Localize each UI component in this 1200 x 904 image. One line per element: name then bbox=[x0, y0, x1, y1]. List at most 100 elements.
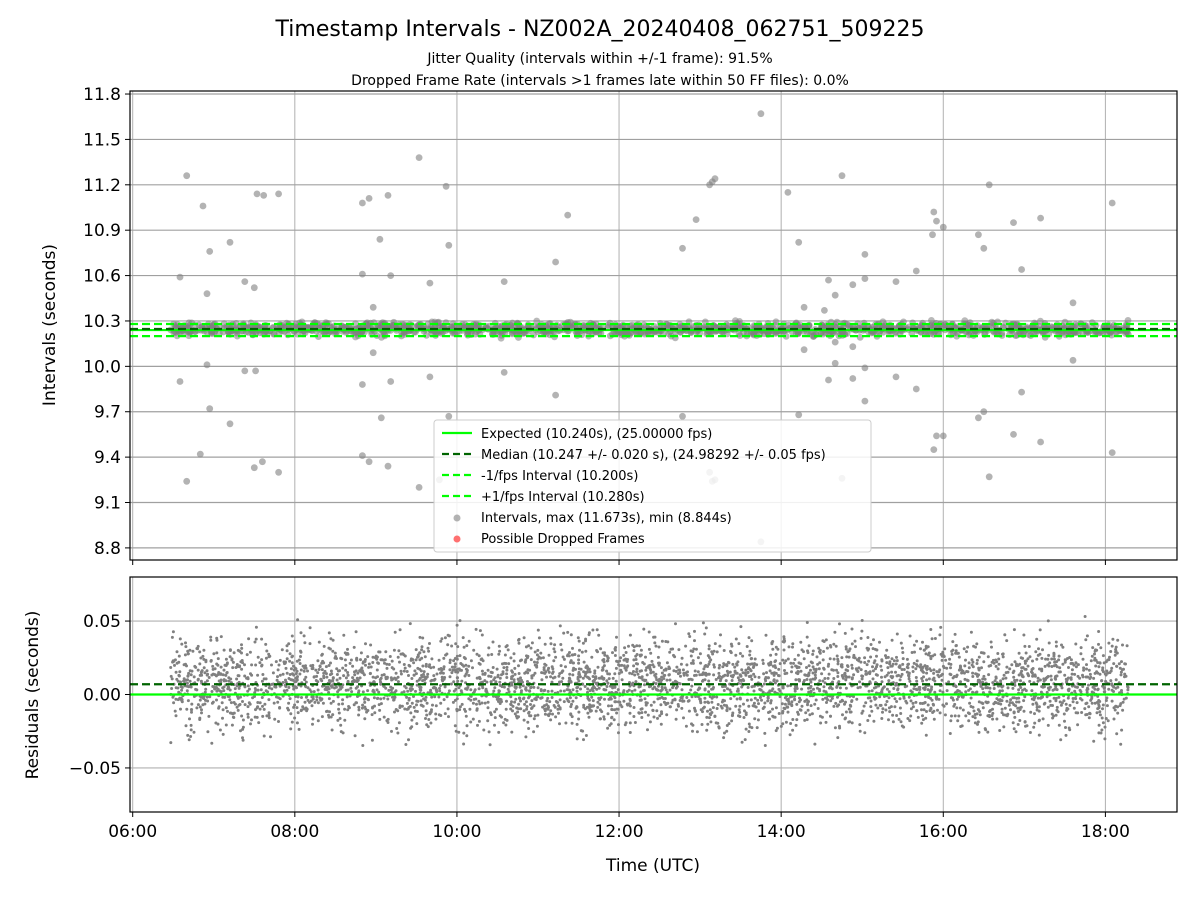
residual-point bbox=[337, 708, 340, 711]
residual-point bbox=[845, 711, 848, 714]
residual-point bbox=[705, 729, 708, 732]
residual-point bbox=[414, 710, 417, 713]
residual-point bbox=[373, 696, 376, 699]
residual-point bbox=[341, 702, 344, 705]
residual-point bbox=[901, 668, 904, 671]
residual-point bbox=[1122, 668, 1125, 671]
residual-point bbox=[566, 631, 569, 634]
y-tick-label: 11.2 bbox=[83, 176, 121, 196]
residual-point bbox=[1038, 705, 1041, 708]
residual-point bbox=[1016, 707, 1019, 710]
residual-point bbox=[1098, 724, 1101, 727]
interval-outlier-point bbox=[712, 175, 719, 182]
residual-point bbox=[786, 684, 789, 687]
residual-point bbox=[624, 723, 627, 726]
residual-point bbox=[588, 699, 591, 702]
residual-point bbox=[668, 651, 671, 654]
residual-point bbox=[393, 711, 396, 714]
residual-point bbox=[527, 644, 530, 647]
residual-point bbox=[530, 699, 533, 702]
residual-point bbox=[256, 716, 259, 719]
interval-outlier-point bbox=[758, 110, 765, 117]
residual-point bbox=[456, 709, 459, 712]
residual-point bbox=[273, 702, 276, 705]
residual-point bbox=[585, 734, 588, 737]
interval-outlier-point bbox=[385, 463, 392, 470]
residual-point bbox=[220, 690, 223, 693]
interval-outlier-point bbox=[359, 381, 366, 388]
residual-point bbox=[627, 645, 630, 648]
residual-point bbox=[850, 700, 853, 703]
interval-outlier-point bbox=[227, 239, 234, 246]
residual-point bbox=[454, 724, 457, 727]
residual-point bbox=[640, 649, 643, 652]
residual-point bbox=[553, 650, 556, 653]
residual-point bbox=[279, 659, 282, 662]
dropped-frame-rate-subtitle: Dropped Frame Rate (intervals >1 frames … bbox=[351, 73, 849, 89]
residual-point bbox=[933, 691, 936, 694]
residual-point bbox=[861, 675, 864, 678]
residual-point bbox=[488, 730, 491, 733]
residual-point bbox=[580, 729, 583, 732]
residual-point bbox=[523, 703, 526, 706]
residual-point bbox=[177, 680, 180, 683]
residual-point bbox=[589, 670, 592, 673]
residual-point bbox=[497, 653, 500, 656]
residual-point bbox=[665, 688, 668, 691]
interval-outlier-point bbox=[893, 374, 900, 381]
residual-point bbox=[344, 658, 347, 661]
residual-point bbox=[706, 665, 709, 668]
residual-point bbox=[789, 733, 792, 736]
residual-point bbox=[237, 709, 240, 712]
residual-point bbox=[545, 699, 548, 702]
residual-point bbox=[699, 662, 702, 665]
residual-point bbox=[403, 690, 406, 693]
residual-point bbox=[864, 670, 867, 673]
residual-point bbox=[939, 689, 942, 692]
residual-point bbox=[752, 665, 755, 668]
residual-point bbox=[519, 700, 522, 703]
residual-point bbox=[870, 700, 873, 703]
residual-point bbox=[1087, 684, 1090, 687]
residual-point bbox=[835, 645, 838, 648]
residual-point bbox=[503, 662, 506, 665]
residual-point bbox=[492, 678, 495, 681]
residual-point bbox=[750, 669, 753, 672]
residual-point bbox=[665, 713, 668, 716]
residual-point bbox=[418, 651, 421, 654]
residual-point bbox=[1094, 702, 1097, 705]
residual-point bbox=[746, 663, 749, 666]
residual-point bbox=[1087, 705, 1090, 708]
residual-point bbox=[490, 713, 493, 716]
residual-point bbox=[991, 681, 994, 684]
residual-point bbox=[861, 619, 864, 622]
residual-point bbox=[463, 656, 466, 659]
residual-point bbox=[1048, 688, 1051, 691]
residual-point bbox=[945, 702, 948, 705]
residual-point bbox=[206, 674, 209, 677]
residual-point bbox=[764, 744, 767, 747]
interval-outlier-point bbox=[986, 473, 993, 480]
residual-point bbox=[949, 732, 952, 735]
legend-median-label: Median (10.247 +/- 0.020 s), (24.98292 +… bbox=[481, 448, 826, 463]
residual-point bbox=[844, 672, 847, 675]
residual-point bbox=[622, 654, 625, 657]
residual-point bbox=[185, 708, 188, 711]
residual-point bbox=[694, 670, 697, 673]
residual-point bbox=[465, 734, 468, 737]
residual-point bbox=[532, 674, 535, 677]
residual-point bbox=[578, 649, 581, 652]
residual-point bbox=[434, 713, 437, 716]
residual-point bbox=[695, 648, 698, 651]
interval-outlier-point bbox=[552, 392, 559, 399]
residual-point bbox=[740, 686, 743, 689]
residual-point bbox=[887, 718, 890, 721]
residual-point bbox=[963, 664, 966, 667]
residual-point bbox=[708, 716, 711, 719]
residual-point bbox=[704, 687, 707, 690]
residual-point bbox=[1028, 645, 1031, 648]
residual-point bbox=[355, 630, 358, 633]
residual-point bbox=[439, 702, 442, 705]
residual-point bbox=[668, 667, 671, 670]
residual-point bbox=[788, 645, 791, 648]
